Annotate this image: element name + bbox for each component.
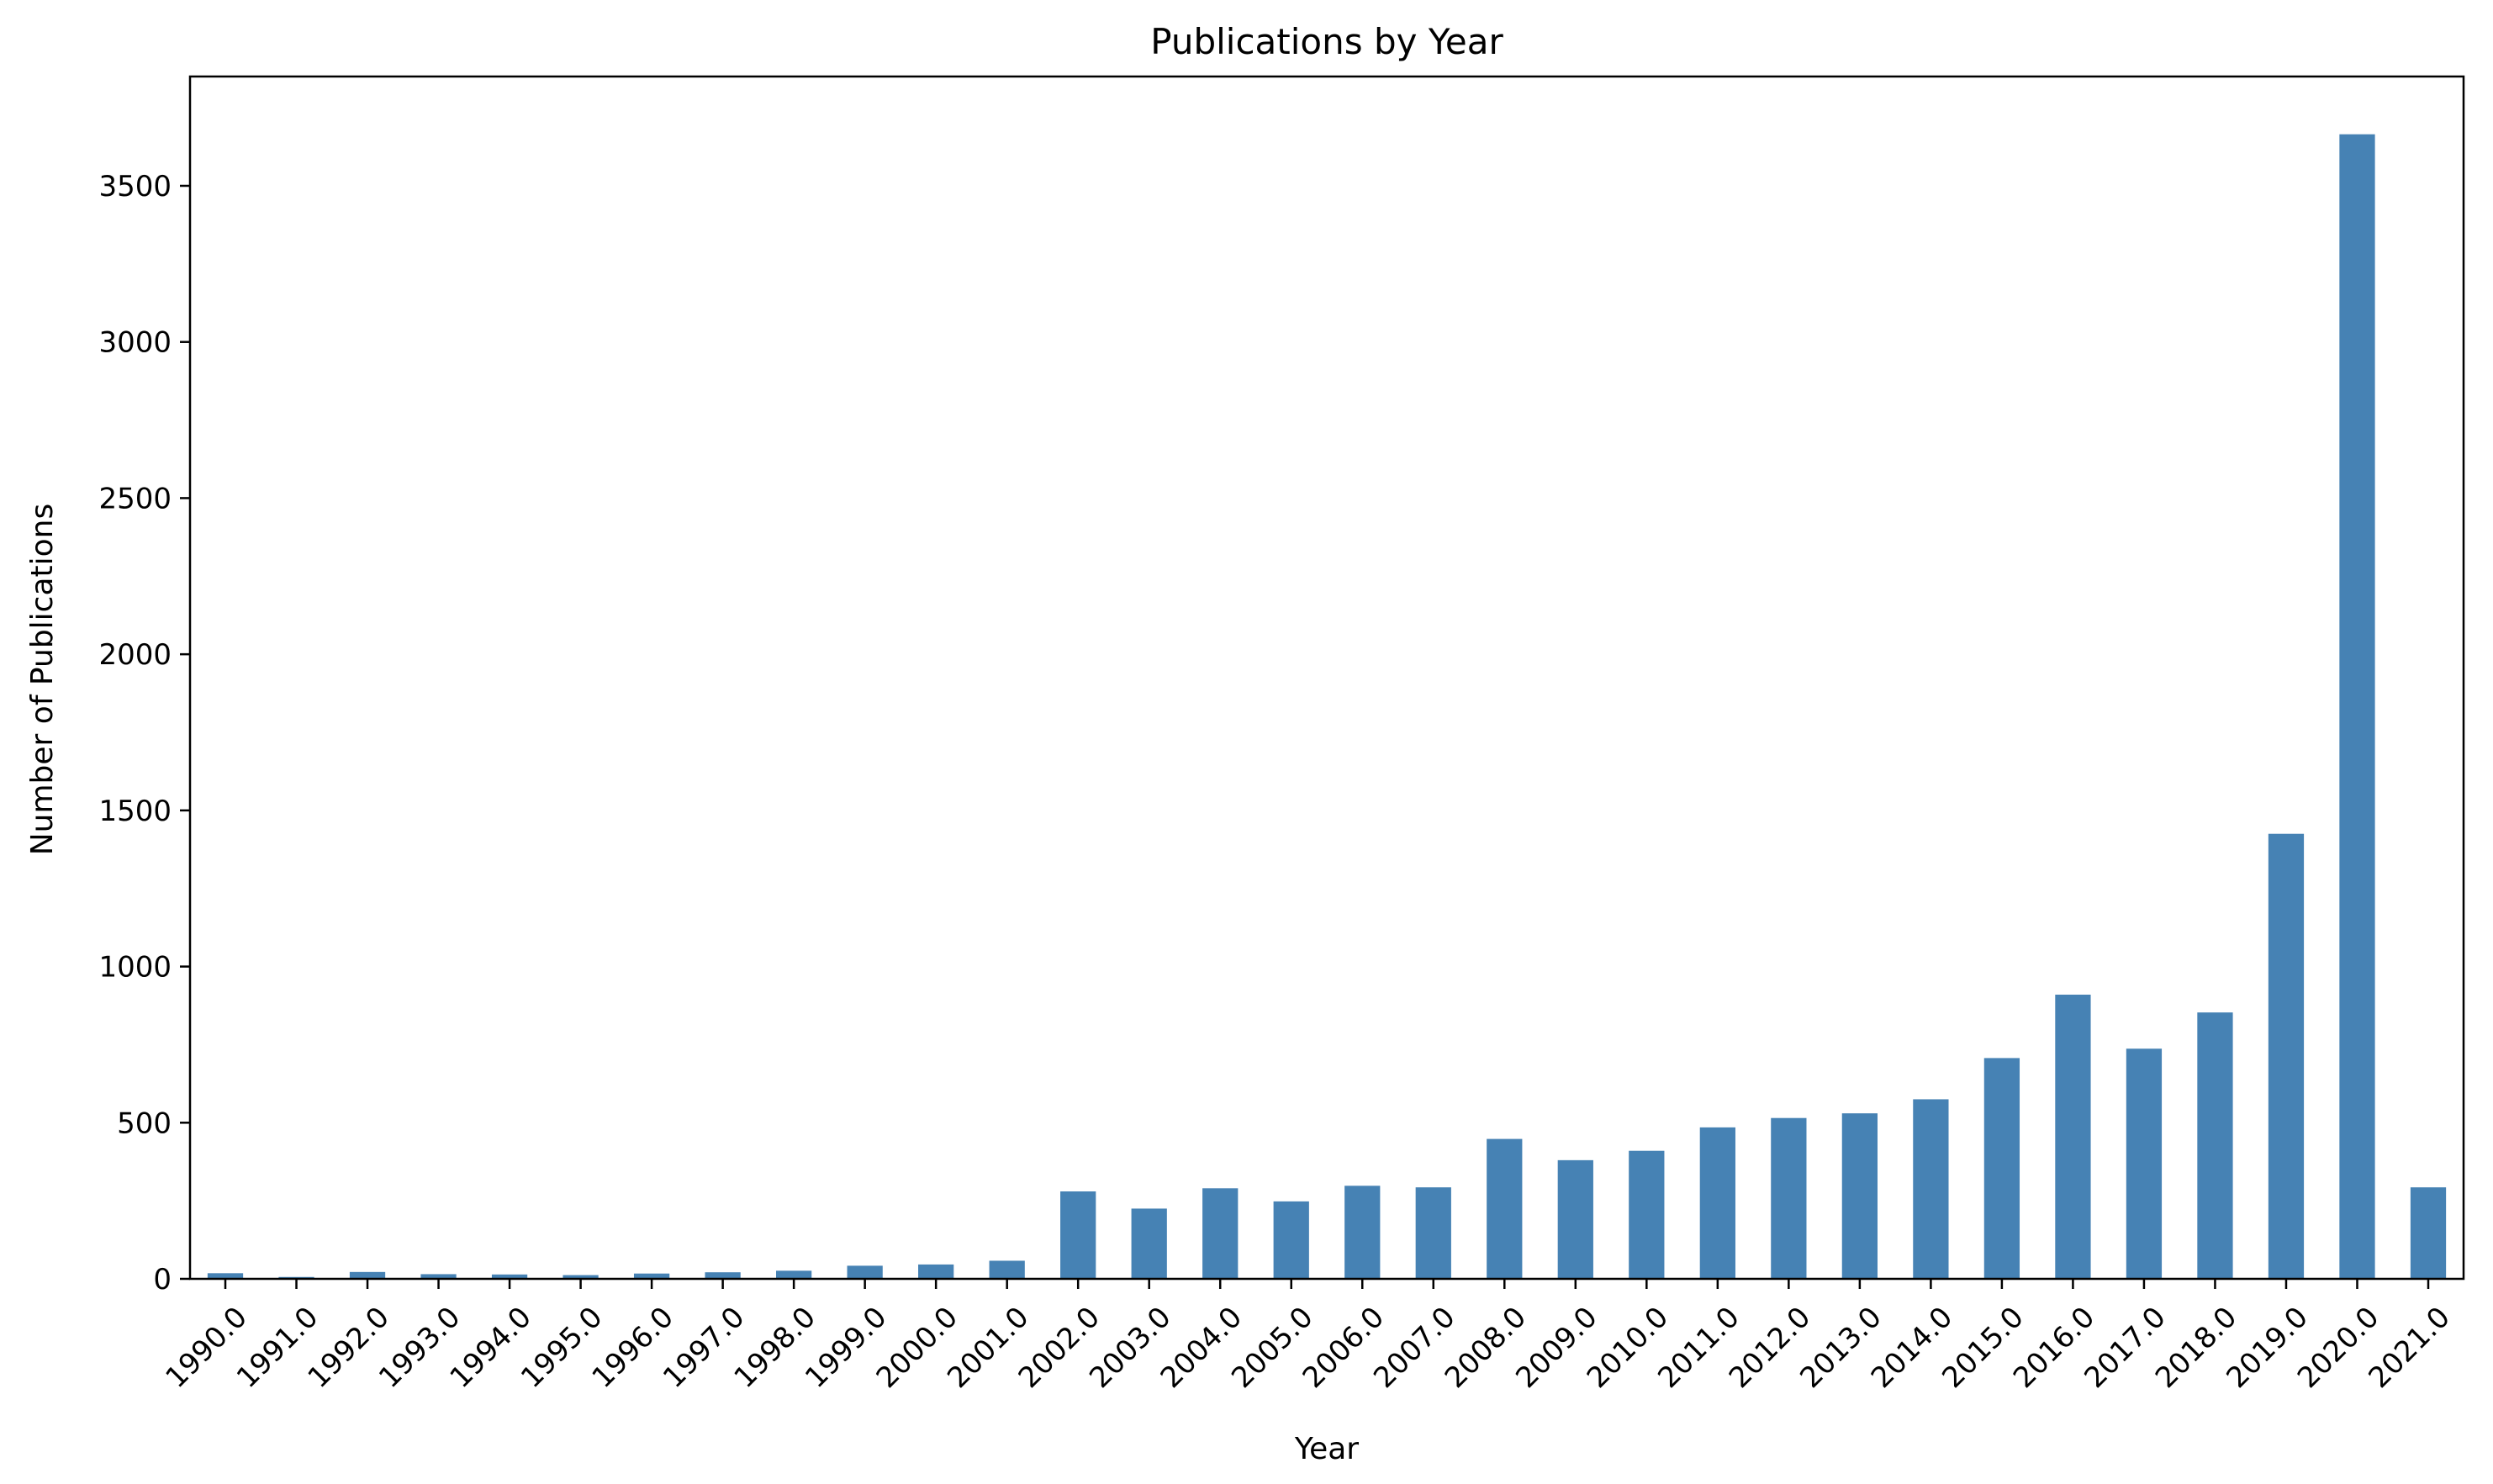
bar-1997.0 [705,1272,741,1279]
bar-2001.0 [989,1260,1025,1279]
bar-2016.0 [2055,995,2091,1279]
y-axis-ticks: 0 500 1000 1500 2000 2500 3000 3500 [98,170,190,1297]
bar-1995.0 [563,1275,599,1279]
bar-2020.0 [2339,134,2375,1280]
bar-1993.0 [420,1274,457,1279]
y-tick-label: 0 [153,1263,172,1297]
bar-2002.0 [1060,1191,1096,1279]
y-tick-label: 500 [117,1106,172,1140]
bar-2017.0 [2126,1048,2163,1279]
bar-2004.0 [1202,1188,1239,1279]
bar-1990.0 [207,1273,244,1279]
bar-2021.0 [2410,1187,2447,1279]
chart-title: Publications by Year [1150,21,1503,62]
y-tick-label: 3500 [98,170,172,203]
bar-2007.0 [1415,1187,1451,1279]
y-tick-label: 2000 [98,638,172,672]
bar-1999.0 [847,1265,883,1279]
bar-2014.0 [1913,1099,1949,1279]
y-tick-label: 1000 [98,951,172,985]
y-tick-label: 3000 [98,326,172,360]
bar-2019.0 [2268,833,2305,1279]
bar-2000.0 [918,1264,954,1279]
bar-1998.0 [776,1270,812,1279]
bar-1996.0 [633,1273,670,1279]
bar-2010.0 [1629,1150,1665,1279]
bar-2008.0 [1487,1138,1523,1279]
bar-1994.0 [491,1274,528,1279]
bars-layer [207,134,2447,1280]
bar-2015.0 [1983,1058,2020,1279]
plot-frame [188,75,2465,1281]
y-tick-label: 2500 [98,482,172,515]
bar-2003.0 [1131,1208,1167,1279]
bar-2009.0 [1557,1159,1593,1279]
bar-2005.0 [1273,1201,1309,1279]
bar-1992.0 [349,1271,386,1279]
bar-2006.0 [1344,1186,1381,1279]
x-axis-label: Year [1294,1432,1359,1466]
y-tick-label: 1500 [98,795,172,828]
bar-2011.0 [1699,1127,1735,1279]
bar-2013.0 [1841,1113,1878,1279]
bar-2012.0 [1771,1117,1807,1279]
bar-2018.0 [2197,1012,2233,1279]
y-axis-label: Number of Publications [25,504,60,856]
